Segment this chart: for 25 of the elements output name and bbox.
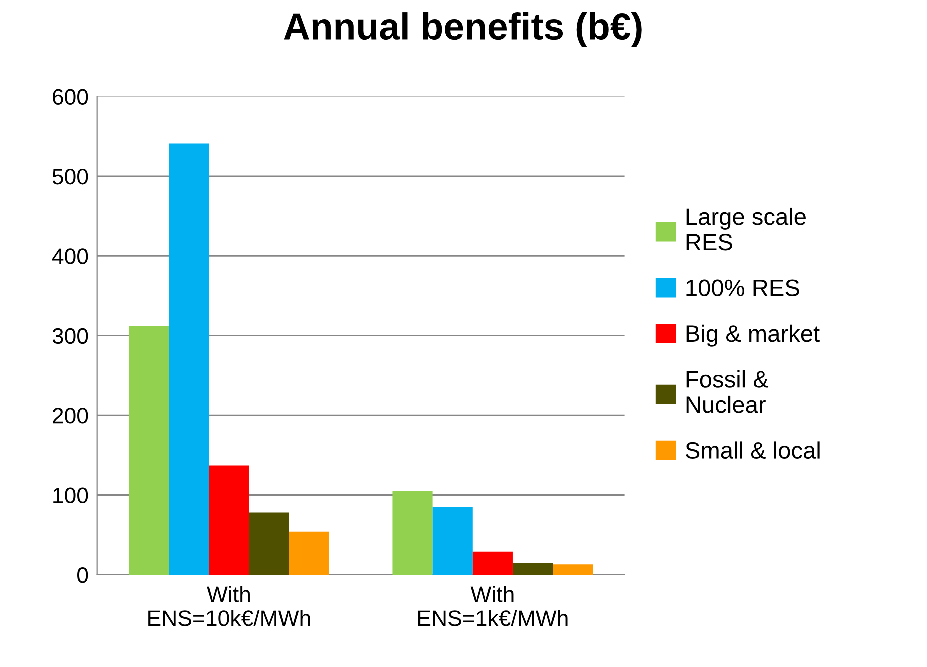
legend-label: Large scale RES xyxy=(686,208,806,251)
legend-label: 100% RES xyxy=(686,280,800,296)
bar xyxy=(512,563,554,575)
y-tick-label: 500 xyxy=(52,168,88,185)
y-tick-label: 300 xyxy=(52,328,88,344)
bar xyxy=(392,491,433,575)
bar xyxy=(472,552,513,575)
y-tick-label: 200 xyxy=(53,408,88,424)
bar xyxy=(169,144,210,575)
legend-label: Big & market xyxy=(686,324,820,347)
chart-title: Annual benefits (b€) xyxy=(284,12,642,48)
legend-label: Small & local xyxy=(686,442,820,460)
bar xyxy=(249,512,290,575)
x-tick-label: With ENS=1k€/MWh xyxy=(418,586,568,626)
y-tick-label: 400 xyxy=(52,248,88,264)
bar xyxy=(128,326,170,575)
y-tick-label: 100 xyxy=(54,488,88,504)
legend-label: Fossil & Nuclear xyxy=(686,370,769,414)
bar xyxy=(432,507,473,575)
y-tick-label: 600 xyxy=(53,89,88,105)
bar xyxy=(209,466,250,575)
bar xyxy=(553,564,594,575)
bar xyxy=(289,532,330,575)
x-tick-label: With ENS=10k€/MWh xyxy=(148,586,310,626)
y-tick-label: 0 xyxy=(78,567,88,584)
